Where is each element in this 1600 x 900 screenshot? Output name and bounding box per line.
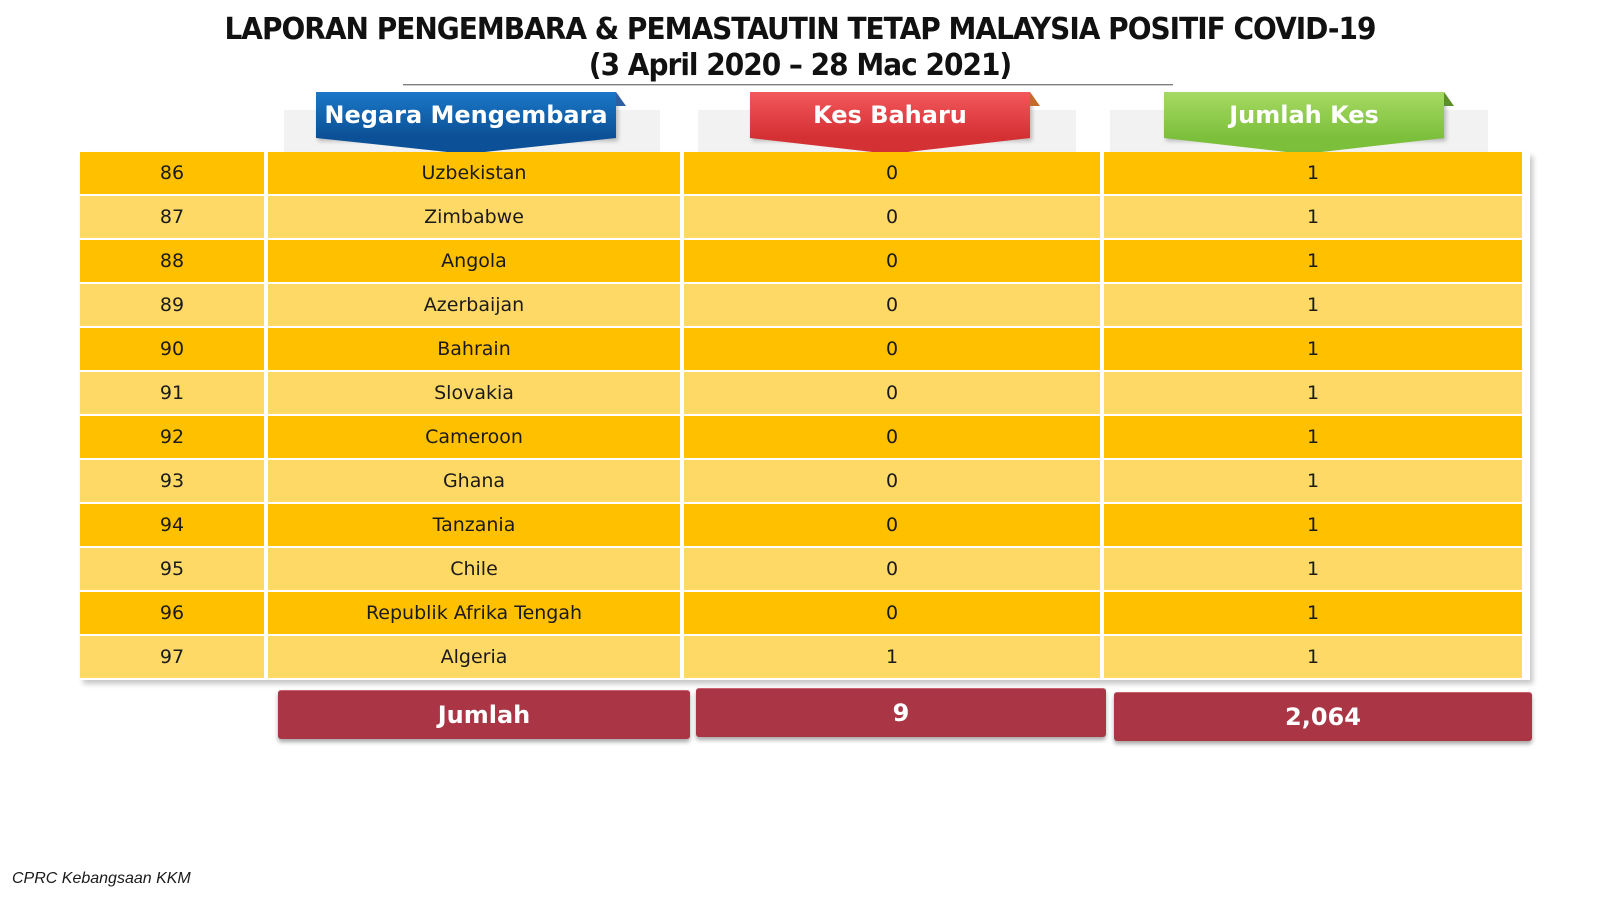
table-row: 94 Tanzania 0 1 [80,504,1530,548]
total-cases-value: 1 [1104,460,1522,502]
new-cases-value: 0 [684,284,1104,326]
total-cases-value: 1 [1104,592,1522,634]
country-name: Cameroon [268,416,684,458]
new-cases-value: 0 [684,152,1104,194]
ribbon-point [750,138,1030,154]
new-cases-value: 0 [684,372,1104,414]
total-cases-value: 1 [1104,416,1522,458]
row-number: 91 [80,372,268,414]
table-row: 92 Cameroon 0 1 [80,416,1530,460]
header-new-cases: Kes Baharu [750,92,1040,154]
table-row: 89 Azerbaijan 0 1 [80,284,1530,328]
row-number: 87 [80,196,268,238]
total-cases-value: 1 [1104,240,1522,282]
row-number: 93 [80,460,268,502]
table-row: 97 Algeria 1 1 [80,636,1530,680]
table-row: 86 Uzbekistan 0 1 [80,152,1530,196]
header-country: Negara Mengembara [316,92,626,154]
new-cases-value: 0 [684,416,1104,458]
header-total-cases: Jumlah Kes [1164,92,1454,154]
country-name: Ghana [268,460,684,502]
title-divider [403,84,1173,86]
row-number: 92 [80,416,268,458]
new-cases-value: 0 [684,504,1104,546]
new-cases-value: 0 [684,196,1104,238]
country-name: Slovakia [268,372,684,414]
country-name: Republik Afrika Tengah [268,592,684,634]
source-footer: CPRC Kebangsaan KKM [12,870,191,887]
total-cases-value: 1 [1104,196,1522,238]
report-date-range: (3 April 2020 – 28 Mac 2021) [588,46,1012,83]
row-number: 95 [80,548,268,590]
ribbon-point [316,138,616,154]
table-row: 96 Republik Afrika Tengah 0 1 [80,592,1530,636]
country-name: Bahrain [268,328,684,370]
country-name: Algeria [268,636,684,678]
total-new-cases: 9 [696,688,1106,737]
country-table: 86 Uzbekistan 0 1 87 Zimbabwe 0 1 88 Ang… [80,152,1530,680]
total-cases: 2,064 [1114,692,1532,741]
table-row: 95 Chile 0 1 [80,548,1530,592]
total-cases-value: 1 [1104,372,1522,414]
country-name: Zimbabwe [268,196,684,238]
country-name: Chile [268,548,684,590]
total-cases-value: 1 [1104,636,1522,678]
table-row: 90 Bahrain 0 1 [80,328,1530,372]
table-row: 91 Slovakia 0 1 [80,372,1530,416]
total-cases-value: 1 [1104,548,1522,590]
ribbon-fold [1444,92,1454,106]
table-row: 87 Zimbabwe 0 1 [80,196,1530,240]
new-cases-value: 0 [684,328,1104,370]
country-name: Tanzania [268,504,684,546]
new-cases-value: 0 [684,592,1104,634]
country-name: Azerbaijan [268,284,684,326]
total-cases-value: 1 [1104,328,1522,370]
new-cases-value: 0 [684,460,1104,502]
total-cases-value: 1 [1104,152,1522,194]
total-label: Jumlah [278,690,690,739]
country-name: Angola [268,240,684,282]
row-number: 88 [80,240,268,282]
ribbon-point [1164,138,1444,154]
ribbon-fold [1030,92,1040,106]
header-new-cases-label: Kes Baharu [813,101,967,129]
new-cases-value: 0 [684,548,1104,590]
total-cases-value: 1 [1104,504,1522,546]
row-number: 86 [80,152,268,194]
row-number: 96 [80,592,268,634]
table-row: 88 Angola 0 1 [80,240,1530,284]
new-cases-value: 0 [684,240,1104,282]
header-total-cases-label: Jumlah Kes [1229,101,1379,129]
header-country-label: Negara Mengembara [324,101,608,129]
row-number: 90 [80,328,268,370]
report-title: LAPORAN PENGEMBARA & PEMASTAUTIN TETAP M… [224,10,1376,47]
row-number: 94 [80,504,268,546]
row-number: 89 [80,284,268,326]
row-number: 97 [80,636,268,678]
country-name: Uzbekistan [268,152,684,194]
ribbon-fold [616,92,626,106]
new-cases-value: 1 [684,636,1104,678]
table-row: 93 Ghana 0 1 [80,460,1530,504]
total-cases-value: 1 [1104,284,1522,326]
